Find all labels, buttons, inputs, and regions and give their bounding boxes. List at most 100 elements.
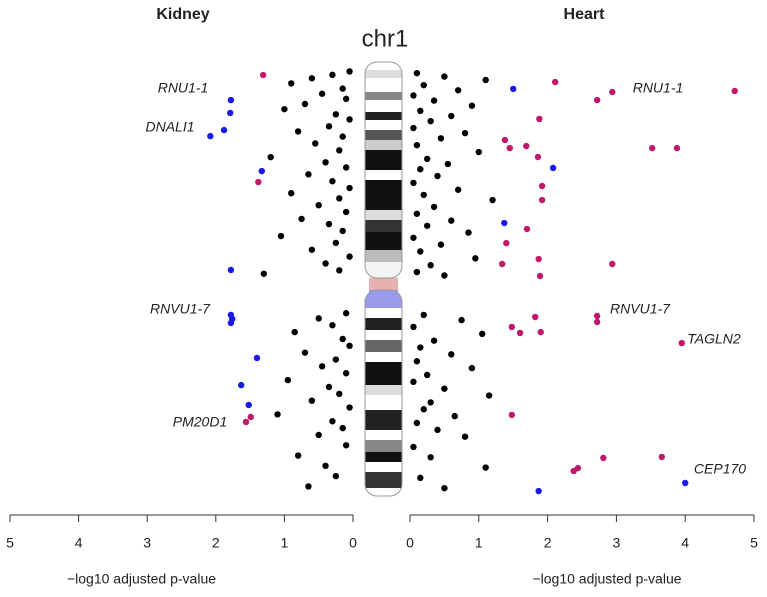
point (538, 196, 546, 204)
point (658, 453, 666, 461)
point (329, 177, 336, 185)
band (365, 385, 402, 395)
point (441, 272, 448, 279)
point (441, 484, 448, 492)
point (258, 167, 265, 175)
band (365, 395, 402, 410)
point (731, 87, 738, 95)
point (551, 78, 559, 86)
point (430, 97, 438, 104)
point (420, 406, 427, 413)
point (301, 349, 309, 356)
point (288, 80, 295, 87)
x-axis-label: −log10 adjusted p-value (67, 571, 216, 587)
point (346, 404, 353, 411)
point (413, 358, 421, 365)
point (298, 215, 305, 223)
point (682, 479, 689, 487)
panel-title: Heart (564, 6, 606, 23)
point (284, 376, 292, 384)
point (308, 397, 316, 404)
point (427, 117, 434, 125)
point (417, 107, 424, 115)
point (609, 88, 616, 96)
point (532, 313, 539, 321)
point (267, 153, 274, 161)
point (441, 385, 448, 392)
point (253, 354, 261, 362)
point (294, 128, 302, 135)
point (260, 270, 268, 277)
point (346, 253, 353, 260)
point (420, 191, 427, 199)
point (448, 112, 455, 120)
point (424, 222, 431, 229)
point (538, 182, 546, 190)
point (537, 328, 544, 336)
x-tick-label: 3 (613, 535, 621, 551)
point (468, 364, 476, 372)
point (342, 95, 350, 103)
band (365, 130, 402, 140)
band (365, 92, 402, 100)
chromosome-label: chr1 (362, 25, 409, 52)
point (523, 142, 530, 150)
point (451, 412, 458, 420)
x-tick-label: 2 (544, 535, 552, 551)
point (482, 464, 489, 471)
point (570, 467, 577, 475)
point (325, 383, 333, 391)
point (342, 164, 350, 171)
point (332, 356, 340, 363)
point (207, 132, 214, 140)
point (308, 246, 316, 253)
point (332, 111, 340, 118)
gene-label: PM20D1 (173, 414, 227, 430)
band (365, 340, 402, 352)
point (413, 268, 421, 276)
point (673, 144, 681, 152)
point (312, 140, 319, 147)
point (315, 201, 322, 209)
point (329, 418, 336, 425)
x-tick-label: 4 (681, 535, 689, 551)
point (609, 260, 616, 268)
point (410, 92, 417, 99)
point (417, 344, 424, 351)
point (417, 474, 424, 482)
point (336, 195, 343, 202)
x-tick-label: 1 (475, 535, 483, 551)
x-tick-label: 1 (281, 535, 289, 551)
point (427, 454, 434, 461)
gene-label: RNVU1-7 (610, 301, 671, 317)
point (448, 217, 455, 224)
point (648, 144, 656, 152)
point (332, 239, 340, 247)
band (365, 112, 402, 120)
band (365, 362, 402, 385)
x-axis-label: −log10 adjusted p-value (532, 571, 681, 587)
point (479, 330, 486, 338)
point (485, 392, 493, 399)
gene-label: TAGLN2 (687, 331, 741, 347)
band (365, 472, 402, 488)
point (305, 483, 312, 490)
point (294, 452, 302, 459)
point (336, 147, 343, 154)
point (227, 266, 235, 274)
point (245, 401, 252, 409)
point (444, 160, 452, 168)
band (365, 170, 402, 180)
point (413, 69, 421, 77)
point (227, 319, 235, 327)
point (434, 172, 441, 180)
point (339, 424, 346, 432)
band (365, 140, 402, 150)
point (413, 210, 421, 217)
point (325, 123, 333, 130)
point (437, 135, 445, 142)
point (339, 133, 346, 140)
point (336, 390, 343, 398)
point (535, 255, 542, 263)
point (593, 318, 601, 326)
